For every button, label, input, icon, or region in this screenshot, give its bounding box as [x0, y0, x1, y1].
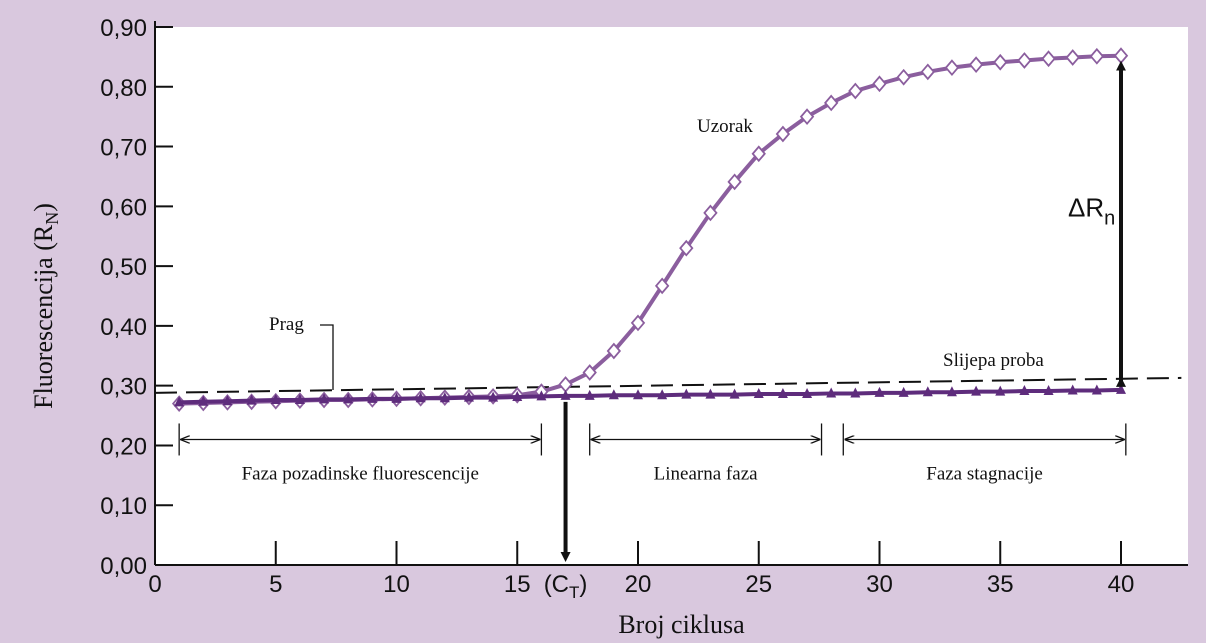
series-0-point-17 [582, 364, 597, 381]
series-1-point-14 [512, 391, 523, 402]
y-tick-label-4: 0,40 [100, 314, 147, 341]
series-1-point-13 [488, 391, 499, 402]
x-tick-label-6: 30 [866, 571, 893, 598]
series-0-point-37 [1065, 49, 1080, 66]
slijepa-proba-label: Slijepa proba [943, 350, 1044, 371]
series-0-point-26 [799, 108, 815, 126]
y-tick-label-2: 0,20 [100, 433, 147, 460]
series-1-point-38 [1091, 384, 1102, 395]
y-tick-label-9: 0,90 [100, 15, 147, 42]
series-1-point-27 [826, 387, 837, 398]
plot-area [155, 27, 1188, 565]
series-1-point-1 [198, 395, 209, 406]
series-0-point-25 [775, 125, 791, 143]
y-axis-title: Fluorescencija (RN) [29, 203, 62, 409]
series-1-point-7 [343, 393, 354, 404]
x-tick-label-2: 10 [383, 571, 410, 598]
series-1-point-3 [246, 394, 257, 405]
series-1-point-23 [729, 388, 740, 399]
y-tick-label-8: 0,80 [100, 75, 147, 102]
y-tick-label-7: 0,70 [100, 135, 147, 162]
phase-1-label: Linearna faza [654, 463, 758, 484]
y-tick-label-1: 0,10 [100, 493, 147, 520]
series-1-point-15 [536, 390, 547, 401]
ct-tick-label: (CT) [544, 571, 588, 602]
series-1-point-24 [753, 388, 764, 399]
x-tick-label-3: 15 [504, 571, 531, 598]
series-0-point-22 [703, 204, 718, 222]
uzorak-label: Uzorak [697, 116, 753, 137]
series-0-point-18 [606, 342, 622, 360]
x-tick-label-4: 20 [625, 571, 652, 598]
series-1-point-0 [174, 396, 185, 407]
series-1-point-32 [946, 386, 957, 397]
series-1-point-35 [1019, 385, 1030, 396]
series-1-point-26 [802, 388, 813, 399]
threshold-line [154, 376, 1182, 394]
prag-leader-line [320, 324, 334, 390]
series-1-point-33 [971, 385, 982, 396]
series-1-point-5 [294, 394, 305, 405]
series-1-point-9 [391, 392, 402, 403]
series-0-point-31 [920, 63, 935, 81]
series-1-point-39 [1116, 383, 1126, 394]
x-tick-label-8: 40 [1108, 571, 1135, 598]
series-line-1 [179, 387, 1122, 405]
x-tick-label-7: 35 [987, 571, 1014, 598]
series-1-point-10 [415, 392, 426, 403]
series-1-point-20 [657, 389, 668, 400]
phase-0-label: Faza pozadinske fluorescencije [242, 463, 479, 484]
x-tick-label-1: 5 [269, 571, 282, 598]
series-1-point-11 [439, 392, 450, 403]
y-tick-label-3: 0,30 [100, 374, 147, 401]
series-0-point-19 [630, 314, 646, 332]
phase-2-label: Faza stagnacije [926, 463, 1043, 484]
series-1-point-36 [1043, 385, 1054, 396]
series-1-point-12 [463, 391, 474, 402]
prag-label: Prag [269, 314, 304, 335]
x-tick-label-0: 0 [148, 571, 161, 598]
series-0-point-21 [679, 239, 694, 257]
series-1-point-19 [633, 389, 643, 400]
series-1-point-16 [560, 389, 571, 400]
series-0-point-30 [896, 68, 911, 86]
series-0-point-38 [1089, 47, 1105, 65]
series-1-point-25 [777, 388, 788, 399]
series-1-point-28 [850, 387, 861, 398]
series-1-point-6 [319, 393, 330, 404]
series-0-point-36 [1041, 50, 1056, 68]
series-1-point-18 [608, 389, 619, 400]
series-0-point-29 [872, 75, 887, 93]
series-0-point-32 [944, 59, 960, 77]
series-1-point-22 [705, 388, 716, 399]
x-tick-label-5: 25 [745, 571, 772, 598]
series-0-point-34 [993, 53, 1008, 71]
series-1-point-8 [367, 392, 378, 403]
series-0-point-28 [848, 82, 863, 100]
series-1-point-4 [270, 394, 281, 405]
series-1-point-30 [898, 386, 909, 397]
y-tick-label-6: 0,60 [100, 194, 147, 221]
series-1-point-2 [222, 395, 233, 406]
series-0-point-20 [654, 277, 670, 295]
series-0-point-23 [727, 173, 742, 191]
series-1-point-31 [922, 386, 933, 397]
series-1-point-17 [584, 389, 595, 400]
y-tick-label-0: 0,00 [100, 553, 147, 580]
series-1-point-29 [874, 386, 885, 397]
x-axis-title: Broj ciklusa [618, 610, 745, 639]
series-0-point-24 [751, 145, 766, 163]
y-tick-label-5: 0,50 [100, 254, 147, 281]
series-1-point-34 [995, 385, 1006, 396]
series-0-point-33 [968, 56, 984, 74]
series-1-point-37 [1067, 384, 1078, 395]
series-1-point-21 [681, 388, 692, 399]
series-0-point-35 [1017, 52, 1032, 69]
series-0-point-27 [824, 94, 839, 112]
